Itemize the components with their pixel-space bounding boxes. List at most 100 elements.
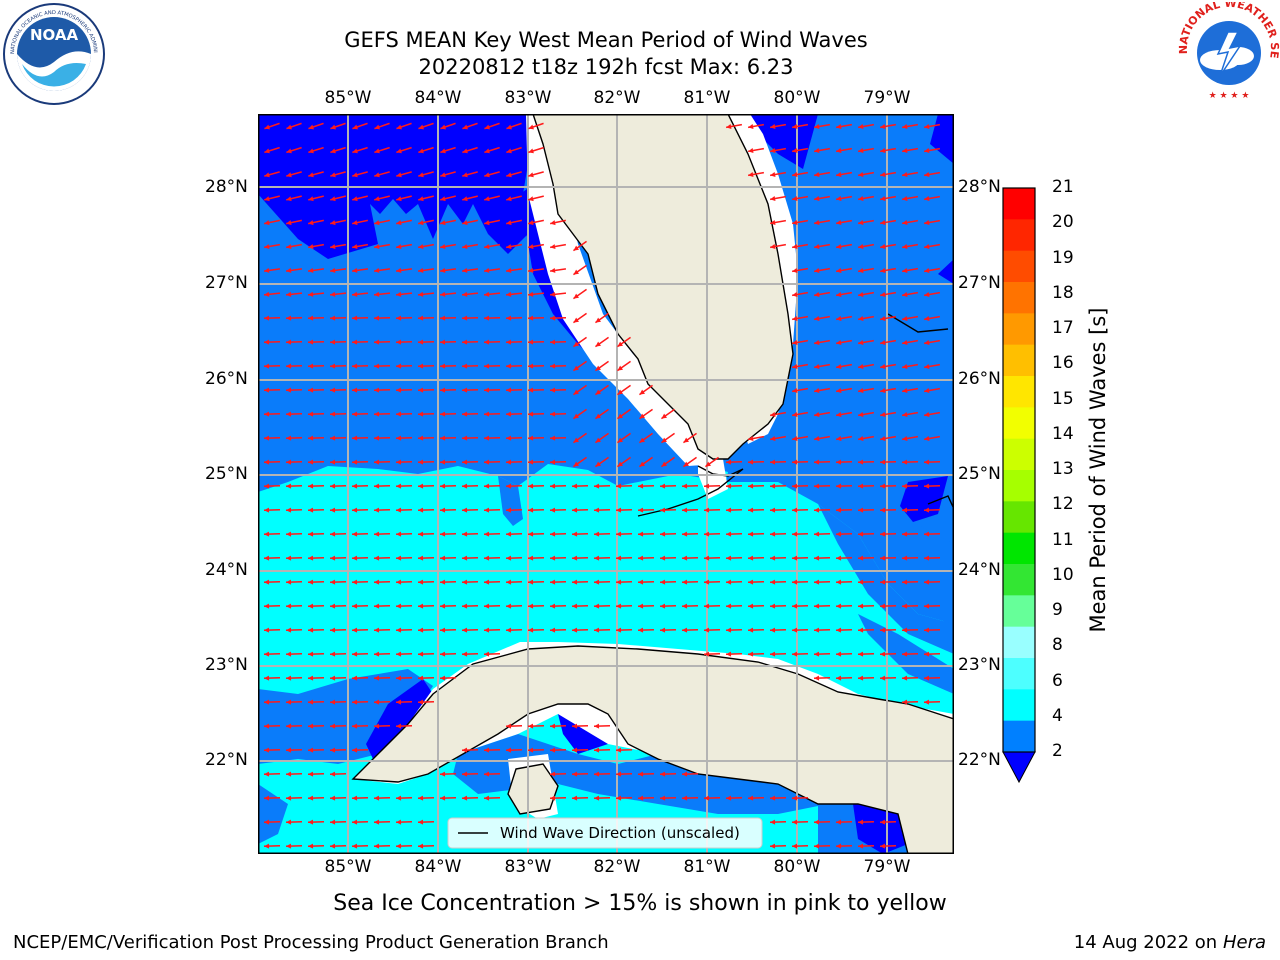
wave-direction-arrowhead: [418, 507, 424, 513]
wave-direction-arrowhead: [374, 148, 380, 154]
wave-direction-arrowhead: [726, 555, 732, 561]
wave-direction-arrowhead: [330, 651, 336, 657]
wave-direction-arrowhead: [814, 627, 820, 633]
wave-direction-arrowhead: [924, 436, 930, 441]
wave-direction-arrowhead: [352, 411, 358, 417]
wave-direction-arrowhead: [572, 483, 578, 489]
wave-direction-arrowhead: [286, 603, 292, 609]
wave-direction-arrowhead: [836, 220, 842, 225]
wave-direction-arrowhead: [264, 435, 270, 441]
wave-direction-arrowhead: [264, 555, 270, 561]
wave-direction-arrowhead: [572, 579, 578, 585]
wave-direction-arrowhead: [572, 507, 578, 513]
wave-direction-arrowhead: [594, 603, 600, 609]
wave-direction-arrowhead: [506, 507, 512, 513]
colorbar-segment: [1003, 376, 1035, 408]
wave-direction-arrowhead: [902, 436, 908, 441]
wave-direction-arrowhead: [352, 291, 358, 297]
wave-direction-arrowhead: [595, 461, 601, 467]
wave-direction-arrowhead: [858, 316, 864, 321]
wave-direction-arrowhead: [462, 579, 468, 585]
wave-direction-arrowhead: [639, 461, 645, 467]
wave-band-deep: [750, 114, 818, 169]
wave-direction-arrowhead: [506, 267, 512, 273]
wave-direction-arrowhead: [418, 699, 424, 705]
wave-direction-arrowhead: [616, 579, 622, 585]
wave-direction-arrowhead: [418, 555, 424, 561]
wave-direction-arrowhead: [902, 292, 908, 297]
wave-direction-arrowhead: [352, 267, 358, 273]
wave-direction-arrowhead: [506, 555, 512, 561]
wave-direction-arrowhead: [814, 388, 820, 393]
wave-direction-arrowhead: [396, 172, 402, 178]
wave-direction-arrowhead: [330, 387, 336, 393]
wave-direction-arrowhead: [880, 436, 886, 441]
wave-direction-arrowhead: [352, 723, 358, 729]
wave-direction-arrowhead: [462, 627, 468, 633]
wave-direction-arrowhead: [858, 843, 864, 849]
wave-direction-arrowhead: [308, 196, 314, 202]
wave-direction-arrowhead: [924, 172, 930, 177]
wave-direction-arrowhead: [484, 795, 490, 801]
wave-direction-arrowhead: [661, 437, 667, 443]
wave-direction-arrowhead: [748, 531, 754, 537]
wave-direction-arrowhead: [330, 267, 336, 273]
wave-direction-arrowhead: [858, 148, 864, 153]
wave-direction-arrowhead: [880, 507, 886, 513]
wave-direction-arrowhead: [462, 291, 468, 297]
colorbar-tick-label: 9: [1052, 600, 1063, 620]
lat-tick-left: 28°N: [205, 177, 248, 197]
wave-direction-arrowhead: [704, 579, 710, 585]
wave-band-deep: [853, 804, 908, 854]
wave-direction-arrowhead: [792, 196, 798, 201]
wave-direction-arrowhead: [264, 507, 270, 513]
wave-direction-arrowhead: [330, 555, 336, 561]
wave-direction-arrowhead: [308, 172, 314, 178]
wave-direction-arrowhead: [748, 603, 754, 609]
wave-direction-arrowhead: [484, 507, 490, 513]
colorbar-segment: [1003, 532, 1035, 565]
wave-direction-arrowhead: [594, 627, 600, 633]
wave-direction-arrowhead: [836, 603, 842, 609]
wave-direction-arrowhead: [264, 315, 270, 321]
wave-direction-arrowhead: [836, 483, 842, 489]
wave-direction-arrowhead: [836, 507, 842, 513]
wave-direction-arrowhead: [660, 531, 666, 537]
colorbar-segment: [1003, 344, 1035, 377]
wave-direction-arrowhead: [286, 747, 292, 753]
wave-direction-arrowhead: [286, 148, 292, 154]
wave-direction-arrowhead: [396, 627, 402, 633]
wave-direction-arrowhead: [374, 267, 380, 273]
wave-direction-arrowhead: [506, 579, 512, 585]
wave-direction-arrowhead: [836, 843, 842, 849]
wave-direction-arrowhead: [617, 461, 623, 467]
wave-direction-arrowhead: [617, 413, 623, 419]
wave-direction-arrowhead: [286, 651, 292, 657]
wave-direction-arrowhead: [330, 843, 336, 849]
wave-direction-arrowhead: [748, 555, 754, 561]
wave-direction-arrowhead: [836, 364, 842, 369]
wave-direction-arrowhead: [396, 411, 402, 417]
map-frame: [258, 114, 954, 854]
wave-direction-arrowhead: [418, 387, 424, 393]
wave-direction-arrowhead: [264, 771, 270, 777]
wave-direction-arrowhead: [286, 435, 292, 441]
wave-direction-arrowhead: [792, 364, 798, 369]
wave-direction-arrowhead: [374, 172, 380, 178]
wave-direction-arrowhead: [814, 340, 820, 345]
wave-direction-arrowhead: [858, 412, 864, 417]
chart-subtitle: 20220812 t18z 192h fcst Max: 6.23: [418, 55, 794, 79]
wave-direction-arrowhead: [572, 771, 578, 777]
wave-direction-arrowhead: [594, 795, 600, 801]
wave-direction-arrowhead: [814, 843, 820, 849]
wave-direction-arrowhead: [484, 603, 490, 609]
wave-direction-arrowhead: [792, 507, 798, 513]
wave-direction-arrowhead: [330, 795, 336, 801]
wave-direction-arrowhead: [374, 220, 380, 226]
wave-direction-arrowhead: [573, 293, 579, 299]
wave-direction-arrowhead: [573, 317, 579, 323]
wave-direction-arrowhead: [308, 699, 314, 705]
wave-direction-arrowhead: [792, 483, 798, 489]
colorbar-title: Mean Period of Wind Waves [s]: [1086, 307, 1110, 633]
wave-direction-arrowhead: [660, 507, 666, 513]
